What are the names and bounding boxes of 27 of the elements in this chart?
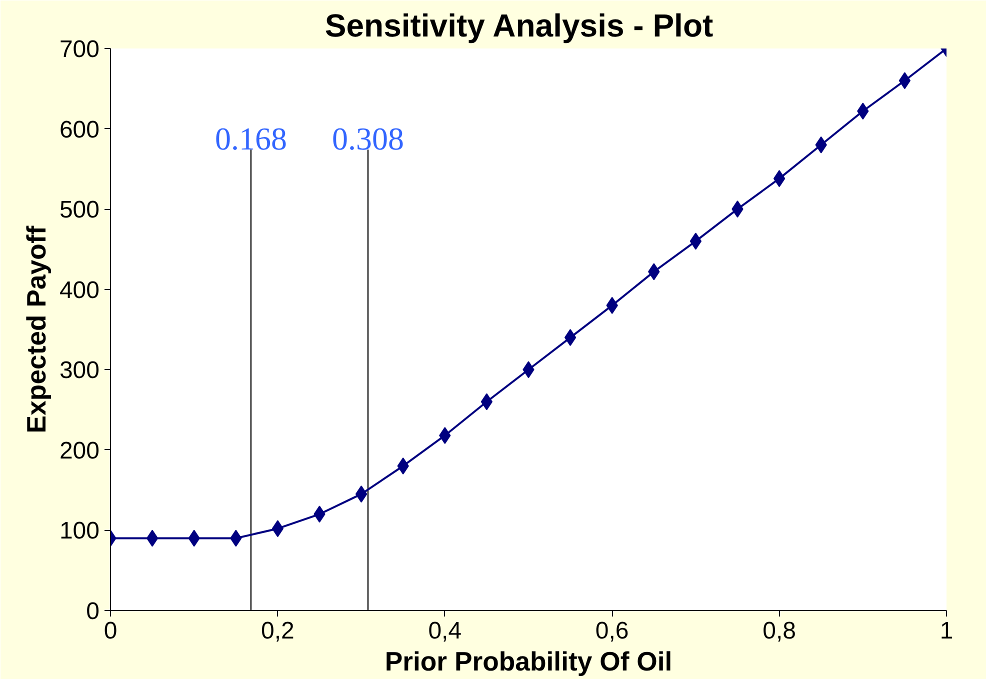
- y-tick-label: 300: [59, 357, 100, 384]
- y-tick-label: 200: [59, 437, 100, 464]
- y-tick-label: 700: [59, 36, 100, 63]
- x-tick-label: 1: [940, 618, 954, 644]
- y-tick-label: 400: [59, 276, 100, 304]
- x-tick-label: 0,2: [261, 618, 294, 644]
- y-tick-label: 500: [59, 196, 100, 224]
- x-tick-label: 0,6: [595, 618, 629, 644]
- point: [564, 329, 576, 346]
- ref-line-label: 0.308: [332, 120, 404, 157]
- point: [898, 72, 911, 90]
- point: [480, 393, 493, 410]
- point: [146, 530, 158, 547]
- y-tick-label: 100: [59, 518, 100, 545]
- x-axis-title: Prior Probability Of Oil: [384, 646, 672, 676]
- point: [690, 232, 702, 250]
- chart-title: Sensitivity Analysis - Plot: [324, 8, 714, 44]
- x-tick-label: 0,4: [428, 618, 462, 644]
- y-tick-label: 0: [86, 598, 100, 625]
- ref-line-label: 0.168: [214, 120, 287, 157]
- y-axis-title: Expected Payoff: [21, 226, 52, 434]
- point: [355, 486, 368, 503]
- y-tick-label: 600: [59, 116, 100, 144]
- x-tick-label: 0: [104, 618, 118, 644]
- point: [272, 520, 284, 538]
- point: [773, 170, 786, 188]
- x-tick-label: 0,8: [762, 618, 796, 644]
